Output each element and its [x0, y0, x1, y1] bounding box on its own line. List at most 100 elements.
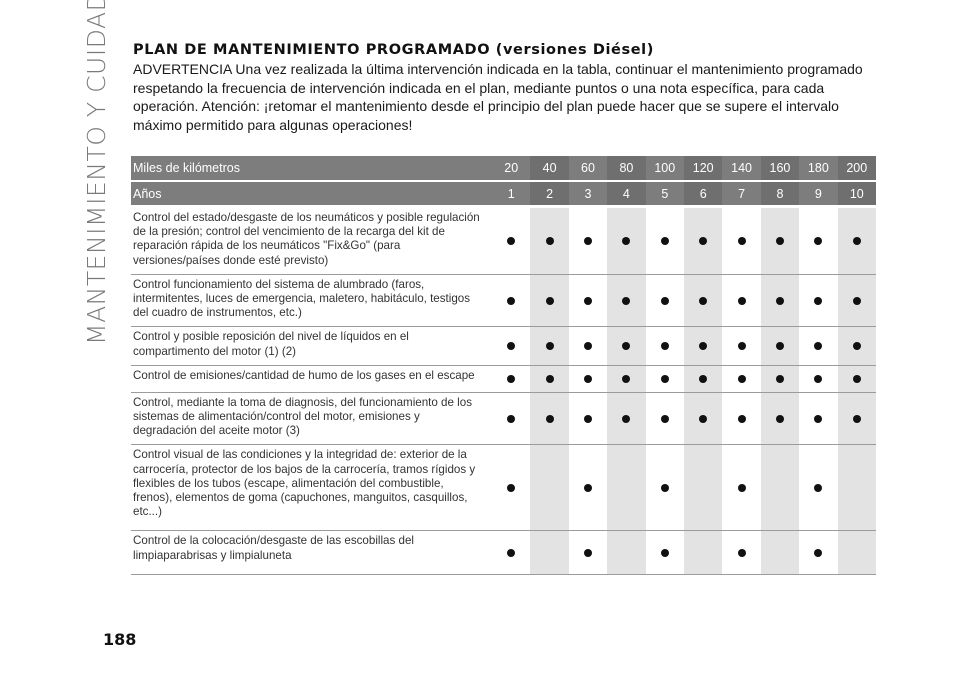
- bullet-dot-icon: [660, 342, 669, 351]
- interval-cell: [837, 326, 876, 366]
- interval-cell: [607, 365, 646, 393]
- interval-cell: [568, 365, 608, 393]
- years-header-cell: 9: [799, 180, 838, 207]
- bullet-dot-icon: [622, 374, 631, 383]
- interval-cell: [645, 444, 684, 532]
- bullet-dot-icon: [622, 414, 631, 423]
- interval-cell: [837, 392, 876, 446]
- table-row: Control y posible reposición del nivel d…: [131, 326, 876, 366]
- bullet-dot-icon: [507, 296, 516, 305]
- interval-cell: [799, 205, 838, 275]
- interval-cell: [645, 205, 684, 275]
- interval-cell: [492, 205, 531, 275]
- km-header-cell: 40: [530, 156, 569, 181]
- interval-cell: [492, 444, 531, 532]
- bullet-dot-icon: [584, 374, 592, 383]
- interval-cell: [799, 392, 838, 446]
- page-number: 188: [103, 630, 137, 649]
- bullet-dot-icon: [737, 296, 746, 305]
- header-row-years: Años 1 2 3 4 5 6 7 8 9 10: [131, 180, 876, 207]
- bullet-dot-icon: [814, 236, 823, 245]
- years-header-cell: 2: [530, 180, 569, 207]
- bullet-dot-icon: [814, 342, 823, 351]
- interval-cell: [722, 326, 761, 366]
- interval-cell: [645, 326, 684, 366]
- interval-cell: [722, 365, 761, 393]
- km-header-cell: 60: [568, 156, 608, 181]
- km-header-cell: 200: [837, 156, 876, 181]
- interval-cell: [568, 205, 608, 275]
- years-header-label: Años: [131, 180, 493, 207]
- years-header-cell: 8: [760, 180, 800, 207]
- interval-cell: [799, 326, 838, 366]
- km-header-cell: 120: [683, 156, 723, 181]
- interval-cell: [607, 205, 646, 275]
- years-header-cell: 7: [722, 180, 761, 207]
- bullet-dot-icon: [737, 236, 746, 245]
- bullet-dot-icon: [622, 236, 631, 245]
- bullet-dot-icon: [584, 483, 592, 492]
- interval-cell: [530, 530, 569, 576]
- bullet-dot-icon: [737, 414, 746, 423]
- page-title: PLAN DE MANTENIMIENTO PROGRAMADO (versio…: [133, 42, 654, 58]
- warning-paragraph: ADVERTENCIA Una vez realizada la última …: [133, 61, 863, 133]
- bullet-dot-icon: [545, 296, 554, 305]
- km-header-cell: 180: [799, 156, 838, 181]
- interval-cell: [607, 444, 646, 532]
- bullet-dot-icon: [775, 236, 784, 245]
- bullet-dot-icon: [622, 342, 631, 351]
- interval-cell: [683, 392, 723, 446]
- interval-cell: [568, 392, 608, 446]
- bullet-dot-icon: [584, 236, 592, 245]
- interval-cell: [722, 274, 761, 328]
- km-header-cell: 80: [607, 156, 646, 181]
- bullet-dot-icon: [814, 414, 823, 423]
- km-header-label: Miles de kilómetros: [131, 156, 493, 181]
- bullet-dot-icon: [545, 414, 554, 423]
- table-row: Control visual de las condiciones y la i…: [131, 444, 876, 532]
- operation-description: Control de la colocación/desgaste de las…: [131, 530, 493, 576]
- interval-cell: [645, 274, 684, 328]
- interval-cell: [530, 365, 569, 393]
- interval-cell: [492, 326, 531, 366]
- bullet-dot-icon: [737, 483, 746, 492]
- bullet-dot-icon: [852, 342, 861, 351]
- interval-cell: [799, 365, 838, 393]
- interval-cell: [722, 392, 761, 446]
- bullet-dot-icon: [660, 296, 669, 305]
- table-row: Control funcionamiento del sistema de al…: [131, 274, 876, 328]
- bullet-dot-icon: [737, 342, 746, 351]
- interval-cell: [760, 444, 800, 532]
- years-header-cell: 10: [837, 180, 876, 207]
- bullet-dot-icon: [699, 236, 708, 245]
- interval-cell: [568, 326, 608, 366]
- bullet-dot-icon: [814, 483, 823, 492]
- years-header-cell: 1: [492, 180, 531, 207]
- years-header-cell: 5: [645, 180, 684, 207]
- interval-cell: [568, 444, 608, 532]
- interval-cell: [530, 205, 569, 275]
- interval-cell: [492, 392, 531, 446]
- bullet-dot-icon: [584, 548, 592, 557]
- interval-cell: [799, 530, 838, 576]
- years-header-cell: 4: [607, 180, 646, 207]
- bullet-dot-icon: [660, 236, 669, 245]
- table-body: Control del estado/desgaste de los neumá…: [131, 205, 876, 576]
- interval-cell: [492, 530, 531, 576]
- bullet-dot-icon: [584, 342, 592, 351]
- bullet-dot-icon: [545, 236, 554, 245]
- interval-cell: [683, 274, 723, 328]
- interval-cell: [799, 274, 838, 328]
- km-header-cell: 20: [492, 156, 531, 181]
- maintenance-table: Miles de kilómetros 20 40 60 80 100 120 140 160…: [131, 156, 876, 576]
- section-side-title: MANTENIMIENTO Y CUIDADO: [82, 0, 111, 345]
- operation-description: Control de emisiones/cantidad de humo de…: [131, 365, 493, 393]
- bullet-dot-icon: [814, 374, 823, 383]
- interval-cell: [645, 530, 684, 576]
- km-header-cell: 140: [722, 156, 761, 181]
- interval-cell: [492, 365, 531, 393]
- bullet-dot-icon: [852, 374, 861, 383]
- km-header-cell: 100: [645, 156, 684, 181]
- interval-cell: [530, 274, 569, 328]
- bullet-dot-icon: [775, 296, 784, 305]
